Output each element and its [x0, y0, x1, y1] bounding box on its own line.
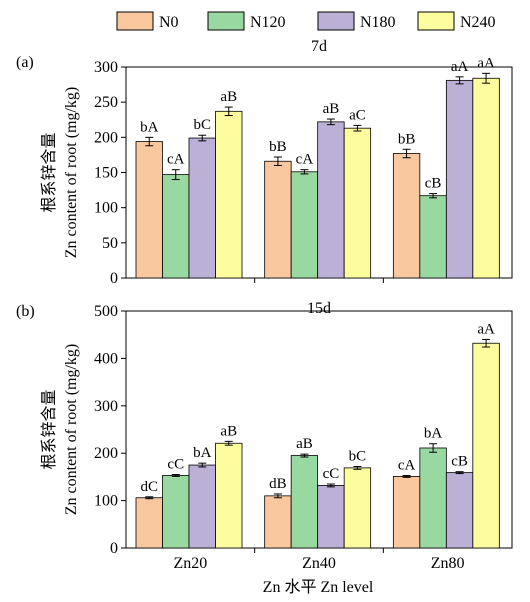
- bar-zn40-n240: [343, 127, 372, 279]
- bar-zn80-n180: [445, 472, 474, 549]
- data-label: aC: [349, 107, 366, 123]
- y-axis-title: Zn content of root (mg/kg): [63, 344, 80, 516]
- bar-zn20-n240: [215, 110, 243, 279]
- panel-label: (b): [16, 303, 35, 320]
- bar-zn20-n240: [215, 442, 243, 549]
- bar-zn40-n120: [290, 455, 319, 549]
- data-label: bC: [349, 448, 367, 464]
- y-tick-label: 0: [110, 270, 118, 287]
- bar-zn20-n180: [188, 464, 216, 549]
- panel-b: (b) 15d 0 100 200 300 400 500 根系锌含量 Zn content of…: [16, 300, 513, 572]
- y-tick-label: 250: [94, 94, 118, 111]
- legend-label-n240: N240: [460, 14, 496, 31]
- bar-zn20-n0: [135, 497, 163, 549]
- legend-swatch-n0: [116, 11, 154, 31]
- y-axis-title-cn: 根系锌含量: [40, 389, 58, 469]
- y-tick-label: 150: [94, 165, 118, 182]
- data-label: bB: [269, 139, 287, 155]
- data-label: cA: [167, 152, 185, 168]
- data-label: aA: [477, 321, 495, 337]
- data-label: aA: [451, 59, 469, 75]
- legend-swatch-n180: [317, 11, 355, 31]
- bar-zn80-n240: [472, 342, 500, 549]
- y-tick-label: 0: [110, 540, 118, 557]
- bar-zn20-n180: [188, 137, 216, 279]
- bar-zn80-n180: [445, 79, 474, 279]
- data-label: dC: [140, 479, 158, 495]
- legend-label-n120: N120: [250, 14, 286, 31]
- y-tick-label: 100: [94, 200, 118, 217]
- data-label: dB: [269, 476, 287, 492]
- data-label: aA: [477, 55, 495, 71]
- panel-a: (a) 7d 0 50 100 150 200 250 300 根系锌含量 Zn content o…: [16, 38, 513, 287]
- y-tick-label: 300: [94, 59, 118, 76]
- panel-title: 7d: [311, 38, 327, 55]
- data-label: aB: [296, 436, 313, 452]
- chart-panels: (a) 7d 0 50 100 150 200 250 300 根系锌含量 Zn content o…: [16, 38, 513, 572]
- panel-label: (a): [16, 54, 34, 71]
- y-tick-label: 50: [102, 235, 118, 252]
- bar-zn80-n0: [392, 476, 421, 549]
- bar-zn80-n120: [419, 195, 447, 279]
- data-label: bB: [398, 131, 416, 147]
- legend-label-n0: N0: [159, 14, 179, 31]
- y-tick-label: 400: [94, 350, 118, 367]
- y-axis-title-cn: 根系锌含量: [40, 132, 58, 212]
- data-label: bA: [424, 426, 443, 442]
- x-axis-title: Zn 水平 Zn level: [263, 578, 374, 596]
- y-tick-label: 200: [94, 129, 118, 146]
- legend-swatch-n240: [417, 11, 455, 31]
- legend-swatch-n120: [207, 11, 245, 31]
- y-tick-label: 300: [94, 398, 118, 415]
- legend-label-n180: N180: [360, 14, 396, 31]
- data-label: cA: [398, 457, 416, 473]
- bar-zn80-n120: [419, 447, 447, 549]
- bar-zn40-n0: [264, 160, 292, 279]
- x-tick-label: Zn40: [302, 555, 336, 572]
- bar-zn20-n120: [162, 174, 190, 279]
- data-label: bA: [140, 119, 159, 135]
- x-tick-label: Zn20: [173, 555, 207, 572]
- bar-zn20-n120: [162, 475, 190, 549]
- data-label: cA: [296, 152, 314, 168]
- y-tick-label: 100: [94, 493, 118, 510]
- bar-zn40-n240: [343, 467, 372, 549]
- x-tick-label: Zn80: [431, 555, 465, 572]
- legend: N0 N120 N180 N240: [116, 11, 496, 31]
- data-label: bA: [193, 445, 212, 461]
- data-label: aB: [220, 423, 237, 439]
- bar-zn40-n120: [290, 171, 319, 279]
- data-label: cB: [425, 176, 442, 192]
- bar-zn40-n180: [317, 485, 345, 549]
- y-tick-label: 200: [94, 445, 118, 462]
- y-tick-label: 500: [94, 303, 118, 320]
- data-label: bC: [193, 117, 211, 133]
- data-label: aB: [323, 101, 340, 117]
- data-label: aB: [220, 89, 237, 105]
- y-axis-title: Zn content of root (mg/kg): [63, 87, 80, 259]
- panel-title: 15d: [307, 300, 331, 317]
- bar-zn80-n240: [472, 77, 500, 279]
- data-label: cC: [167, 457, 184, 473]
- bar-zn40-n0: [264, 495, 292, 549]
- bar-zn80-n0: [392, 153, 421, 279]
- bar-zn20-n0: [135, 141, 163, 279]
- data-label: cB: [451, 454, 468, 470]
- data-label: cC: [323, 466, 340, 482]
- bar-zn40-n180: [317, 121, 345, 279]
